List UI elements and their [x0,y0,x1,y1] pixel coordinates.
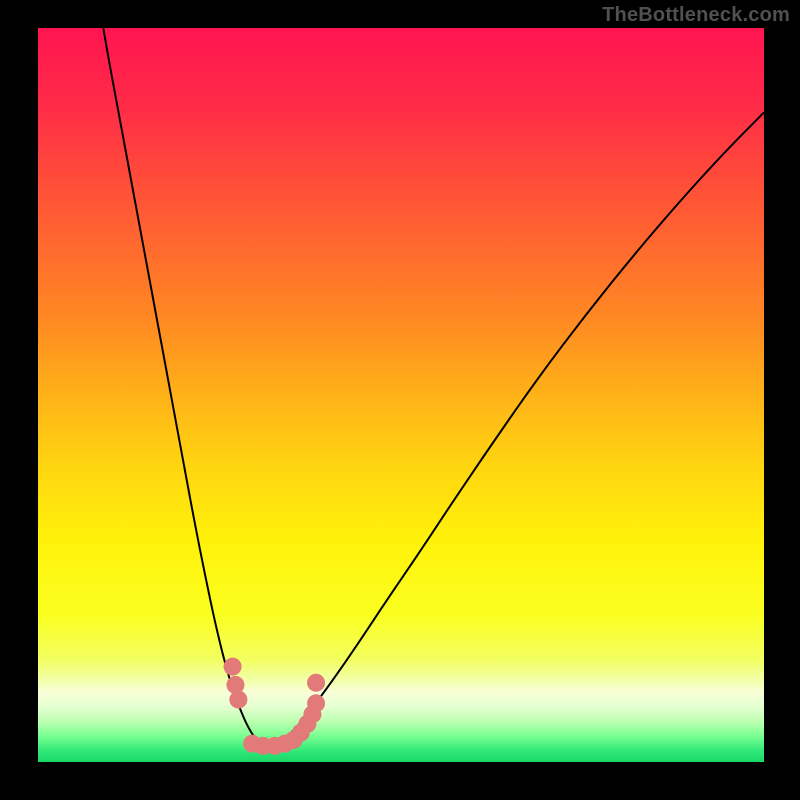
watermark-text: TheBottleneck.com [602,4,790,27]
chart-stage: TheBottleneck.com [0,0,800,800]
highlight-marker [224,658,242,676]
bottleneck-chart [0,0,800,800]
plot-background [38,28,764,762]
highlight-marker [307,694,325,712]
highlight-marker [307,674,325,692]
highlight-marker [229,691,247,709]
